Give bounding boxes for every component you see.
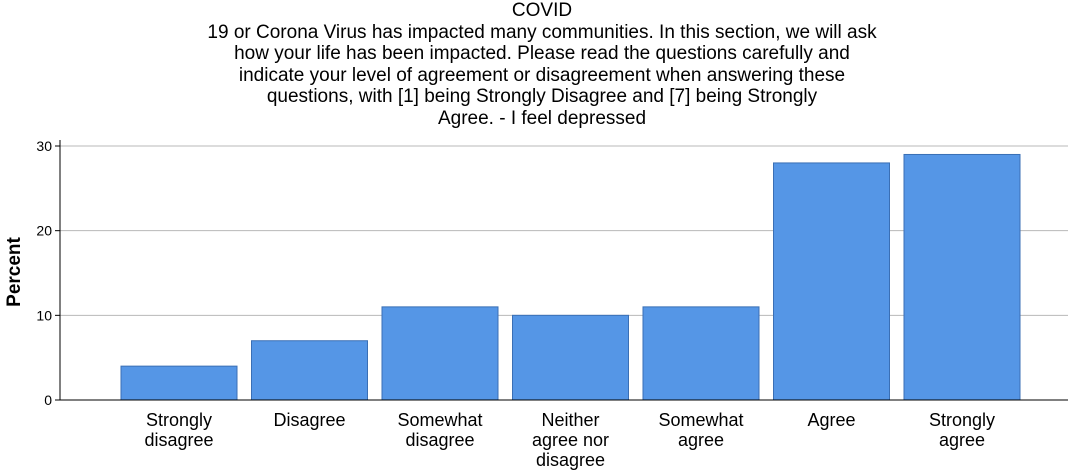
- axes: [55, 140, 1068, 401]
- bar: [251, 340, 368, 401]
- y-tick-label: 30: [36, 138, 52, 154]
- bars: [120, 153, 1021, 401]
- x-tick-label: Neither agree nor disagree: [532, 410, 609, 470]
- bar: [773, 162, 890, 401]
- y-tick-label: 0: [44, 392, 52, 408]
- x-tick-label: Strongly disagree: [144, 410, 213, 450]
- y-axis-label: Percent: [4, 236, 25, 306]
- bar: [903, 153, 1021, 401]
- y-tick-labels: 0 10 20 30: [36, 138, 52, 408]
- x-tick-label: Agree: [807, 410, 855, 430]
- x-tick-label: Somewhat agree: [658, 410, 743, 450]
- x-tick-labels: Strongly disagree Disagree Somewhat disagree…: [144, 410, 995, 470]
- bar: [642, 306, 760, 401]
- bar: [512, 314, 629, 401]
- bar: [120, 365, 238, 401]
- x-tick-label: Disagree: [273, 410, 345, 430]
- x-tick-label: Strongly agree: [929, 410, 995, 450]
- bar: [381, 306, 499, 401]
- y-tick-label: 10: [36, 307, 52, 323]
- chart-title: COVID 19 or Corona Virus has impacted ma…: [207, 0, 877, 129]
- y-tick-label: 20: [36, 223, 52, 239]
- x-tick-label: Somewhat disagree: [397, 410, 482, 450]
